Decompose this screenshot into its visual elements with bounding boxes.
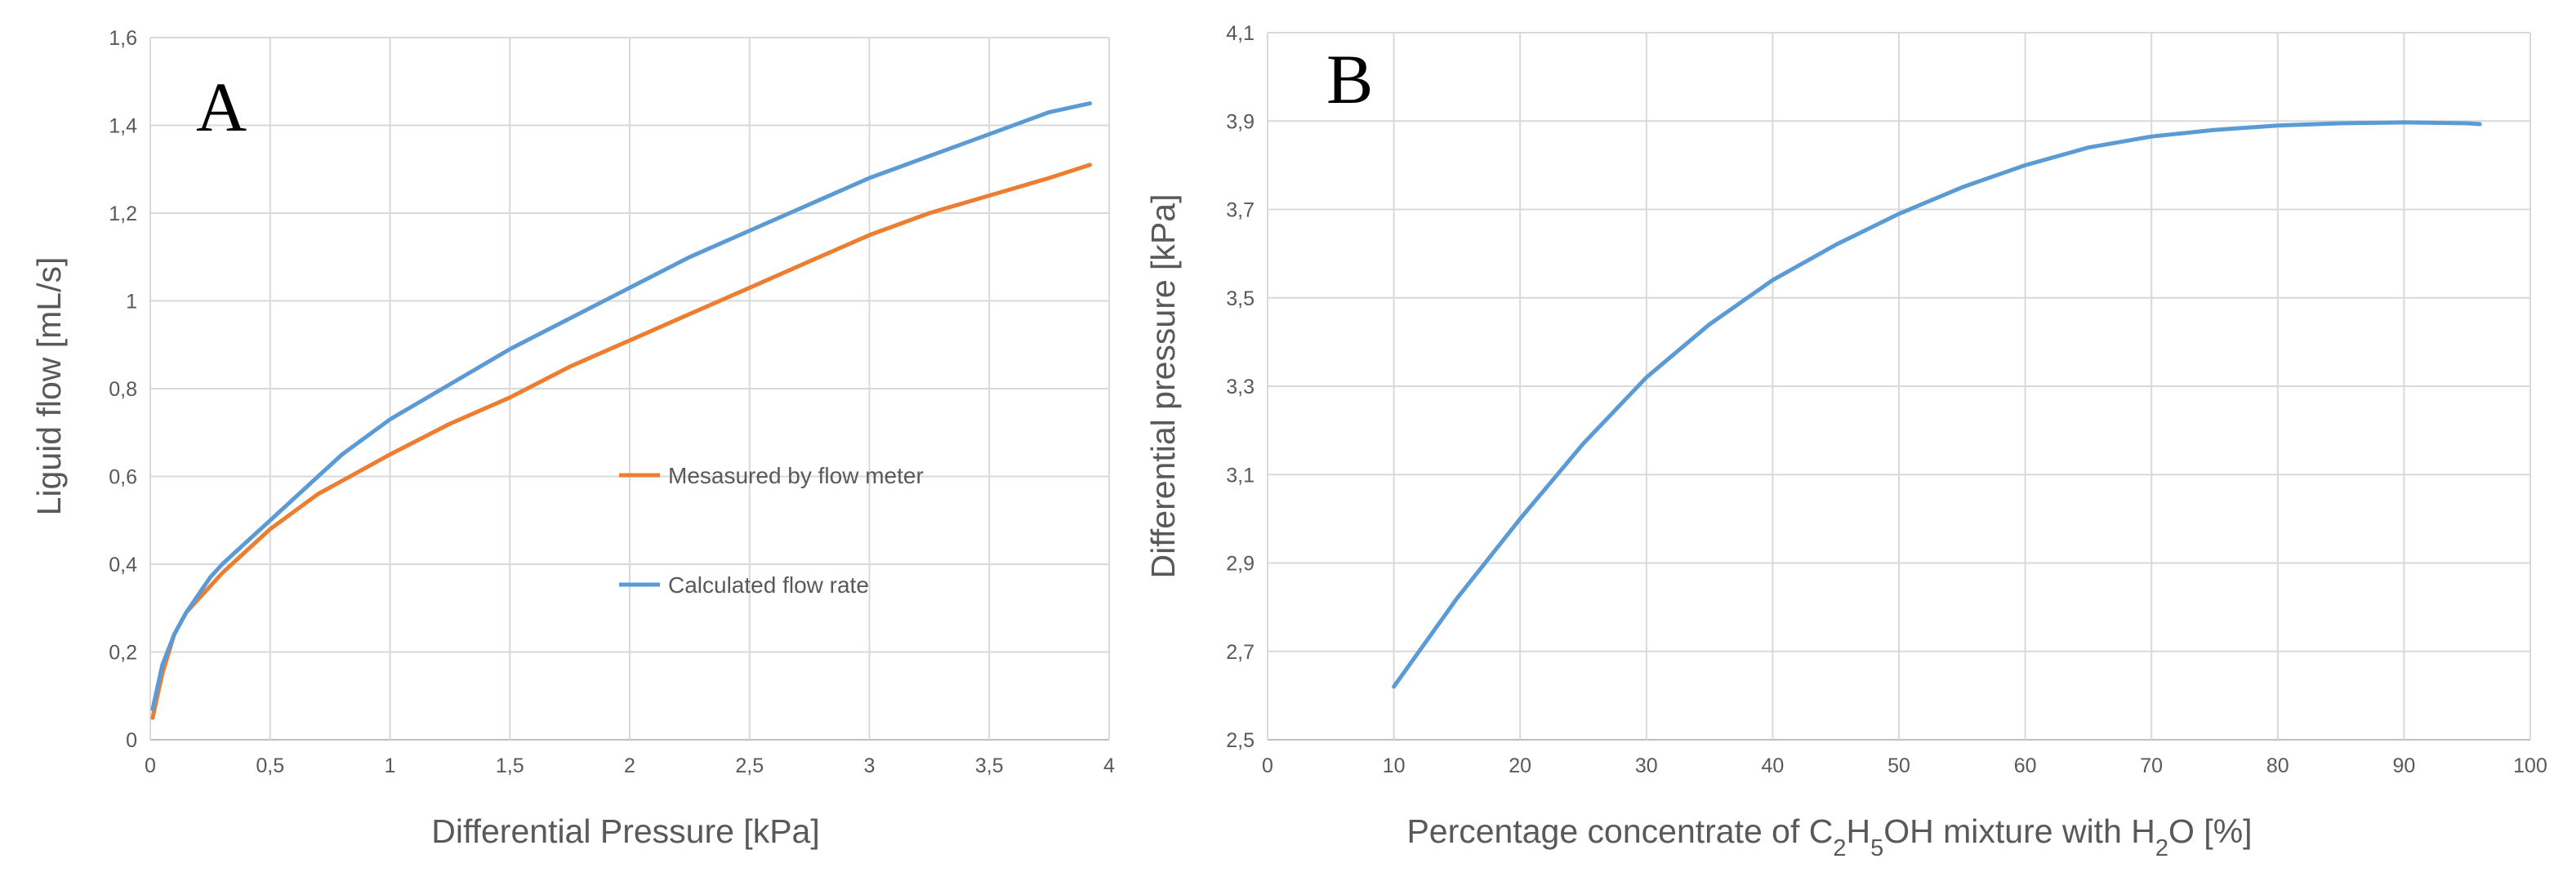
chart-a-y-tick-label: 0,4 bbox=[109, 554, 137, 576]
chart-a-y-tick-label: 1 bbox=[126, 291, 137, 314]
chart-b-panel-label: B bbox=[1326, 40, 1373, 118]
chart-b-y-tick-label: 3,3 bbox=[1226, 376, 1255, 398]
legend-label-measured: Mesasured by flow meter bbox=[668, 463, 924, 488]
chart-b-x-tick-label: 20 bbox=[1509, 754, 1531, 777]
chart-b-x-tick-label: 100 bbox=[2513, 754, 2547, 777]
chart-a-series-line-1 bbox=[150, 101, 1092, 711]
chart-a-y-axis-title: Liguid flow [mL/s] bbox=[30, 257, 68, 516]
chart-b-series bbox=[1392, 120, 2482, 689]
chart-a-y-tick-label: 0,2 bbox=[109, 642, 137, 665]
chart-b-series-line-0 bbox=[1392, 120, 2482, 689]
chart-a-x-tick-label: 0 bbox=[145, 754, 156, 777]
chart-a-y-tick-label: 0,6 bbox=[109, 466, 137, 489]
chart-b-x-tick-label: 60 bbox=[2014, 754, 2037, 777]
chart-b-y-tick-label: 3,7 bbox=[1226, 199, 1255, 222]
chart-a-x-tick-label: 2 bbox=[624, 754, 635, 777]
chart-b-y-tick-label: 2,5 bbox=[1226, 729, 1255, 752]
chart-b-x-tick-label: 80 bbox=[2266, 754, 2289, 777]
chart-a-y-tick-label: 1,2 bbox=[109, 202, 137, 225]
chart-b-x-axis-title: Percentage concentrate of C2H5OH mixture… bbox=[1406, 812, 2252, 861]
chart-b-y-tick-label: 3,5 bbox=[1226, 287, 1255, 310]
chart-a-ticks: 0 0,2 0,4 0,6 0,8 1 1,2 1,4 1,6 0 0,5 1 1,5 2 2,5 3 3,5 4 bbox=[109, 27, 1115, 777]
chart-a-x-tick-label: 1,5 bbox=[496, 754, 524, 777]
chart-b-x-tick-label: 40 bbox=[1761, 754, 1784, 777]
chart-b-x-tick-label: 70 bbox=[2140, 754, 2163, 777]
chart-b-grid bbox=[1267, 32, 2531, 741]
chart-b-x-tick-label: 30 bbox=[1635, 754, 1658, 777]
chart-a-x-tick-label: 4 bbox=[1103, 754, 1115, 777]
chart-b-y-tick-label: 2,9 bbox=[1226, 553, 1255, 576]
chart-a-series-line-0 bbox=[150, 162, 1092, 720]
chart-b-x-tick-label: 90 bbox=[2392, 754, 2415, 777]
chart-a-series bbox=[150, 101, 1092, 720]
chart-a: 0 0,2 0,4 0,6 0,8 1 1,2 1,4 1,6 0 0,5 1 1,5 2 2,5 3 3,5 4… bbox=[30, 27, 1115, 850]
chart-b-x-tick-label: 10 bbox=[1383, 754, 1406, 777]
chart-a-x-tick-label: 3 bbox=[864, 754, 876, 777]
chart-b-x-tick-label: 50 bbox=[1887, 754, 1910, 777]
chart-a-y-tick-label: 1,4 bbox=[109, 115, 137, 138]
chart-a-grid bbox=[149, 37, 1110, 741]
chart-a-y-tick-label: 0,8 bbox=[109, 378, 137, 401]
chart-a-panel-label: A bbox=[196, 68, 247, 146]
chart-a-x-tick-label: 1 bbox=[385, 754, 396, 777]
chart-a-y-tick-label: 0 bbox=[126, 729, 137, 752]
chart-a-y-tick-label: 1,6 bbox=[109, 27, 137, 50]
chart-b-y-tick-label: 2,7 bbox=[1226, 641, 1255, 664]
legend-label-calculated: Calculated flow rate bbox=[668, 572, 869, 598]
chart-b-x-tick-label: 0 bbox=[1262, 754, 1273, 777]
chart-a-x-tick-label: 3,5 bbox=[975, 754, 1004, 777]
chart-b-y-tick-label: 3,1 bbox=[1226, 464, 1255, 487]
chart-b-ticks: 2,5 2,7 2,9 3,1 3,3 3,5 3,7 3,9 4,1 0 10 20 30 40 50 60… bbox=[1226, 22, 2547, 777]
chart-b-y-tick-label: 3,9 bbox=[1226, 110, 1255, 133]
chart-a-x-tick-label: 2,5 bbox=[735, 754, 764, 777]
chart-a-legend: Mesasured by flow meter Calculated flow … bbox=[619, 463, 924, 598]
chart-b-y-axis-title: Differential pressure [kPa] bbox=[1144, 194, 1182, 579]
chart-b: 2,5 2,7 2,9 3,1 3,3 3,5 3,7 3,9 4,1 0 10 20 30 40 50 60… bbox=[1144, 22, 2547, 861]
chart-a-x-axis-title: Differential Pressure [kPa] bbox=[431, 812, 820, 850]
chart-a-x-tick-label: 0,5 bbox=[256, 754, 284, 777]
chart-b-y-tick-label: 4,1 bbox=[1226, 22, 1255, 45]
